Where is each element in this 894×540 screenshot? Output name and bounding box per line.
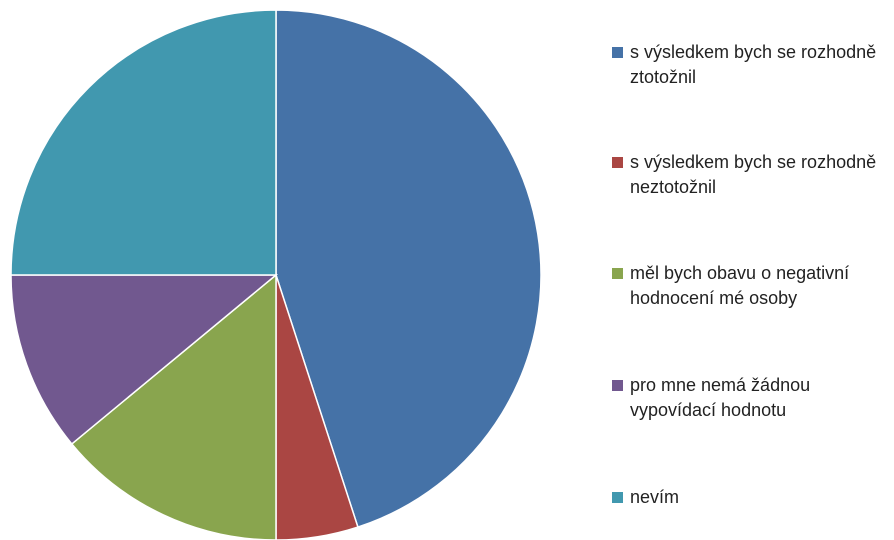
- legend-item: měl bych obavu o negativní hodnocení mé …: [612, 261, 882, 311]
- legend-item: s výsledkem bych se rozhodně ztotožnil: [612, 40, 882, 90]
- legend-swatch: [612, 47, 623, 58]
- legend-label: měl bych obavu o negativní hodnocení mé …: [630, 263, 850, 308]
- legend-label: nevím: [630, 487, 680, 507]
- pie-slice: [275, 9, 542, 528]
- pie: [10, 9, 542, 540]
- legend-swatch: [612, 268, 623, 279]
- legend-swatch: [612, 492, 623, 503]
- pie-slice: [70, 273, 277, 540]
- legend-swatch: [612, 157, 623, 168]
- legend-swatch: [612, 380, 623, 391]
- pie-slice: [10, 9, 277, 276]
- legend-item: nevím: [612, 485, 882, 510]
- legend-item: s výsledkem bych se rozhodně neztotožnil: [612, 150, 882, 200]
- legend-item: pro mne nemá žádnou vypovídací hodnotu: [612, 373, 882, 423]
- legend-label: s výsledkem bych se rozhodně ztotožnil: [630, 42, 877, 87]
- pie-slice: [10, 274, 279, 445]
- legend-label: s výsledkem bych se rozhodně neztotožnil: [630, 152, 877, 197]
- legend-label: pro mne nemá žádnou vypovídací hodnotu: [630, 375, 811, 420]
